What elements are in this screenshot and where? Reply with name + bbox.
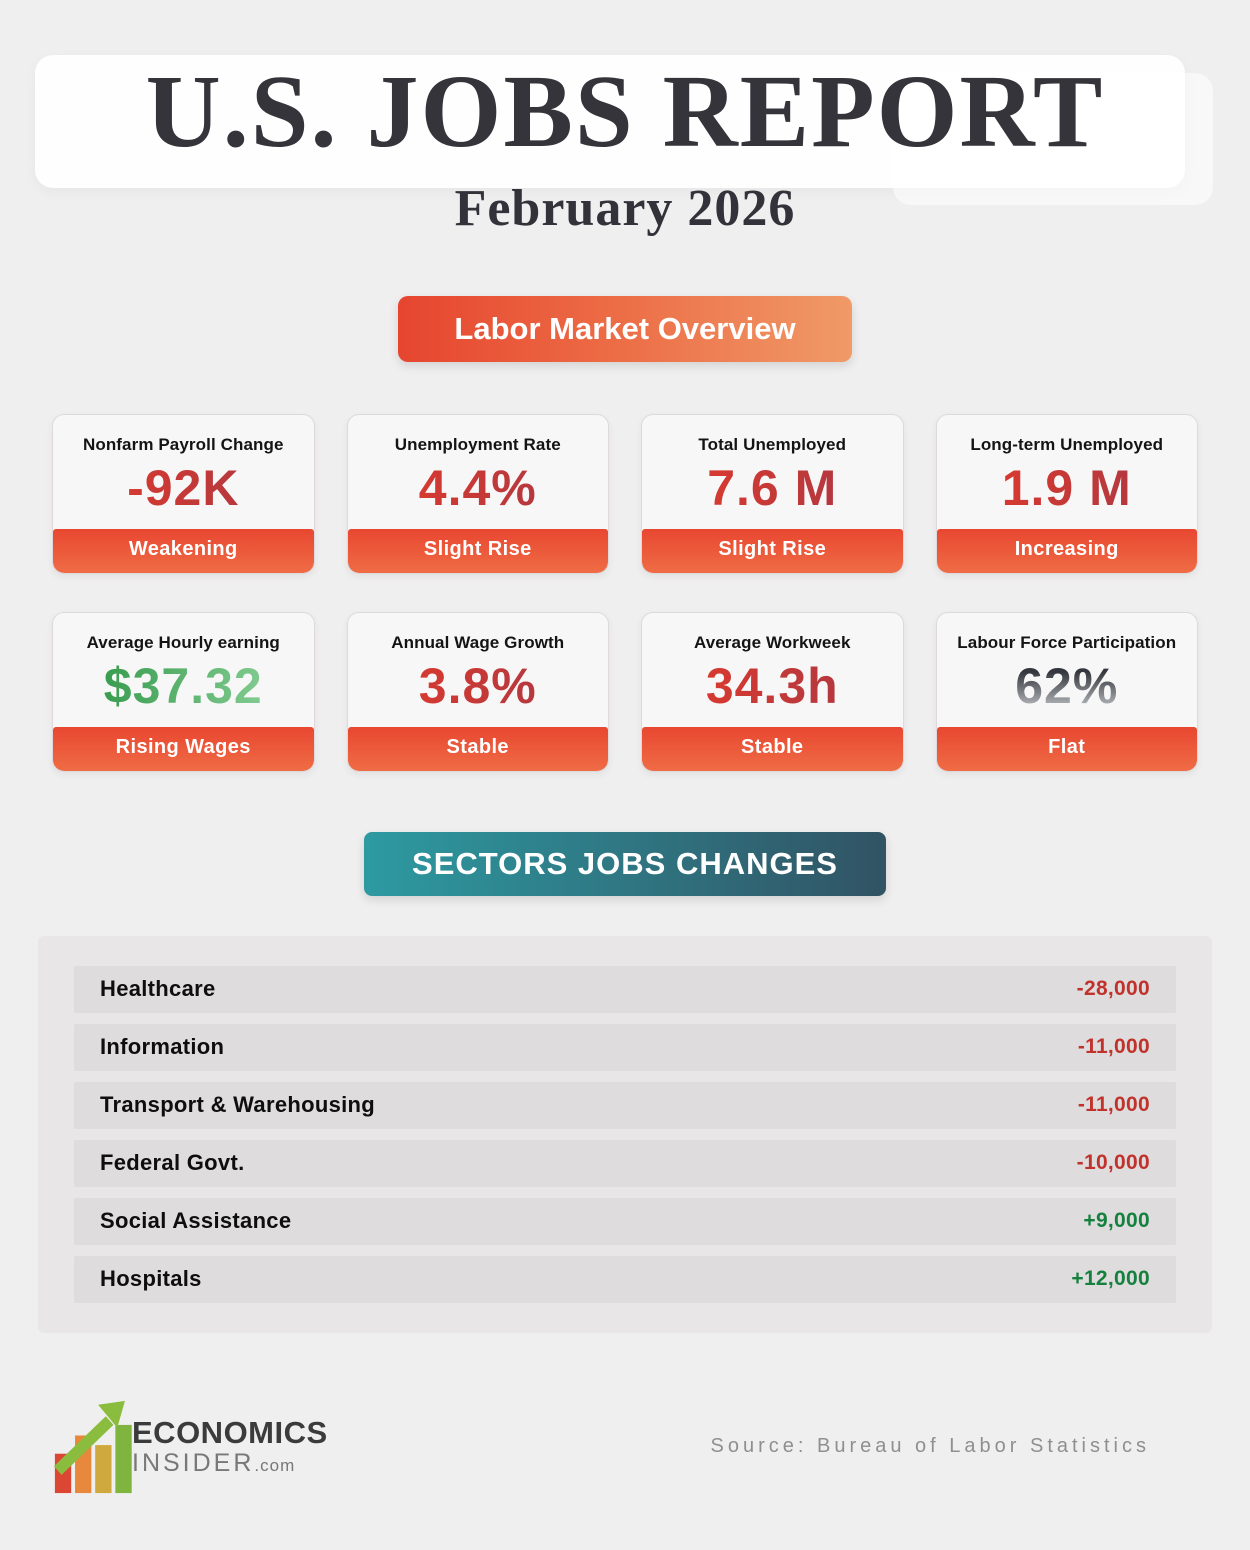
- sector-row: Hospitals +12,000: [74, 1255, 1176, 1303]
- stat-value: 3.8%: [348, 657, 609, 715]
- sector-name: Hospitals: [100, 1266, 202, 1292]
- stat-card: Total Unemployed 7.6 M Slight Rise: [641, 413, 904, 574]
- stats-row-1: Nonfarm Payroll Change -92K Weakening Un…: [0, 413, 1250, 574]
- stat-value: 62%: [937, 657, 1198, 715]
- stat-status-banner: Rising Wages: [53, 726, 314, 771]
- stat-status-banner: Stable: [347, 726, 608, 771]
- brand-name-bottom: INSIDER.com: [132, 1451, 328, 1476]
- stat-value: 1.9 M: [937, 459, 1198, 517]
- stat-card: Average Workweek 34.3h Stable: [641, 611, 904, 772]
- sector-name: Federal Govt.: [100, 1150, 245, 1176]
- stat-label: Average Workweek: [693, 632, 851, 652]
- stat-label: Long-term Unemployed: [970, 434, 1164, 454]
- section-header-sectors-jobs-changes: SECTORS JOBS CHANGES: [364, 831, 886, 896]
- stat-value: $37.32: [53, 657, 314, 715]
- sector-name: Healthcare: [100, 976, 216, 1002]
- title-background-band: [35, 55, 1213, 205]
- source-attribution: Source: Bureau of Labor Statistics: [710, 1435, 1150, 1458]
- sector-row: Information -11,000: [74, 1023, 1176, 1071]
- sector-row: Social Assistance +9,000: [74, 1197, 1176, 1245]
- sector-change-value: +9,000: [1083, 1209, 1150, 1233]
- page-subtitle: February 2026: [454, 179, 796, 237]
- brand-name-top: ECONOMICS: [132, 1415, 328, 1451]
- sector-name: Transport & Warehousing: [100, 1092, 375, 1118]
- stat-card: Nonfarm Payroll Change -92K Weakening: [52, 413, 315, 574]
- sector-name: Social Assistance: [100, 1208, 292, 1234]
- stat-label: Unemployment Rate: [394, 434, 561, 454]
- sector-change-value: -28,000: [1076, 977, 1150, 1001]
- stat-status-banner: Weakening: [53, 528, 314, 573]
- stat-label: Total Unemployed: [698, 434, 847, 454]
- stat-value: 34.3h: [642, 657, 903, 715]
- stat-label: Nonfarm Payroll Change: [82, 434, 284, 454]
- stat-label: Average Hourly earning: [86, 632, 280, 652]
- stat-card: Annual Wage Growth 3.8% Stable: [346, 611, 609, 772]
- sector-change-value: -11,000: [1077, 1035, 1150, 1059]
- brand-name: ECONOMICS INSIDER.com: [132, 1417, 328, 1476]
- stat-status-banner: Flat: [936, 726, 1197, 771]
- stat-status-banner: Increasing: [936, 528, 1197, 573]
- brand-insider-text: INSIDER: [132, 1449, 255, 1478]
- sector-row: Transport & Warehousing -11,000: [74, 1081, 1176, 1129]
- page-title: U.S. JOBS REPORT: [145, 54, 1105, 169]
- sector-row: Healthcare -28,000: [74, 965, 1176, 1013]
- stat-card: Long-term Unemployed 1.9 M Increasing: [935, 413, 1198, 574]
- stat-card: Unemployment Rate 4.4% Slight Rise: [346, 413, 609, 574]
- stat-card: Average Hourly earning $37.32 Rising Wag…: [52, 611, 315, 772]
- brand-logo: ECONOMICS INSIDER.com: [52, 1399, 328, 1495]
- jobs-report-infographic: U.S. JOBS REPORT February 2026 Labor Mar…: [0, 0, 1250, 1495]
- sector-row: Federal Govt. -10,000: [74, 1139, 1176, 1187]
- brand-domain-suffix: .com: [254, 1456, 296, 1476]
- sector-change-value: +12,000: [1071, 1267, 1150, 1291]
- sectors-table: Healthcare -28,000 Information -11,000 T…: [38, 935, 1212, 1333]
- stat-label: Labour Force Participation: [957, 632, 1177, 652]
- sector-name: Information: [100, 1034, 225, 1060]
- sector-change-value: -11,000: [1077, 1093, 1150, 1117]
- stat-value: 7.6 M: [642, 459, 903, 517]
- stat-status-banner: Slight Rise: [642, 528, 903, 573]
- stat-card: Labour Force Participation 62% Flat: [935, 611, 1198, 772]
- stats-row-2: Average Hourly earning $37.32 Rising Wag…: [0, 611, 1250, 772]
- stat-label: Annual Wage Growth: [391, 632, 565, 652]
- sector-change-value: -10,000: [1076, 1151, 1150, 1175]
- section-header-labor-market-overview: Labor Market Overview: [398, 295, 852, 362]
- stat-status-banner: Stable: [642, 726, 903, 771]
- bar-chart-arrow-icon: [53, 1400, 132, 1493]
- footer: ECONOMICS INSIDER.com Source: Bureau of …: [0, 1399, 1250, 1495]
- stat-value: 4.4%: [348, 459, 609, 517]
- stat-status-banner: Slight Rise: [347, 528, 608, 573]
- stat-value: -92K: [53, 459, 314, 517]
- header: U.S. JOBS REPORT February 2026: [0, 0, 1250, 238]
